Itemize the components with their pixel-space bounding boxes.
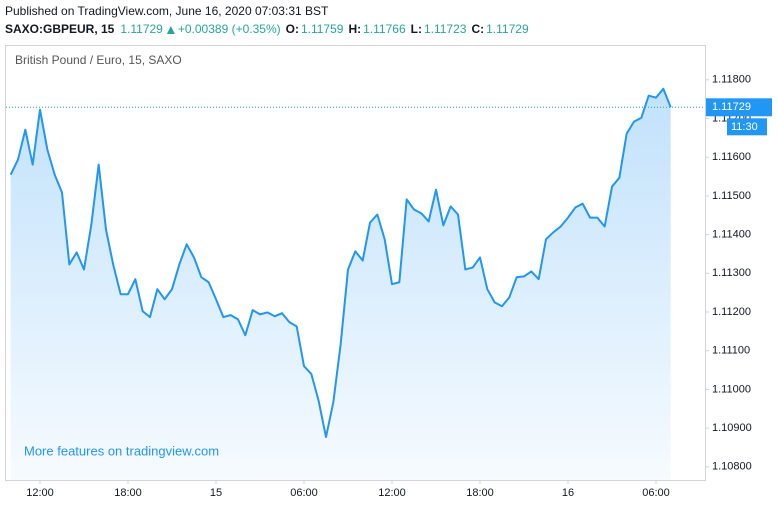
y-tick-label: 1.11500 [712, 190, 751, 202]
symbol-line: SAXO:GBPEUR, 15 1.11729 +0.00389 (+0.35%) O… [5, 22, 529, 36]
ohlc-value: 1.11766 [363, 22, 406, 36]
pane-border [5, 45, 706, 481]
x-tick-label: 15 [210, 487, 222, 499]
x-tick-label: 16 [562, 487, 574, 499]
x-tick-label: 06:00 [290, 487, 318, 499]
published-note: Published on TradingView.com, June 16, 2… [5, 4, 329, 18]
x-tick-label: 12:00 [26, 487, 54, 499]
y-tick-label: 1.11300 [712, 267, 751, 279]
change: +0.00389 (+0.35%) [178, 22, 281, 36]
y-tick-label: 1.10800 [712, 461, 752, 473]
y-tick-label: 1.11400 [712, 229, 751, 241]
x-tick-label: 06:00 [642, 487, 670, 499]
last-price-badge [706, 98, 772, 117]
ohlc-label: C: [471, 22, 484, 36]
y-tick-label: 1.11200 [712, 306, 751, 318]
ohlc-value: 1.11729 [486, 22, 529, 36]
last-price-label: 1.11729 [712, 101, 751, 113]
countdown-badge [727, 118, 767, 136]
watermark-link[interactable]: More features on tradingview.com [24, 443, 219, 458]
up-arrow [166, 26, 175, 34]
y-tick-label: 1.11800 [712, 74, 751, 86]
area-fill [10, 88, 671, 480]
chart-title: British Pound / Euro, 15, SAXO [15, 53, 182, 67]
y-tick-label: 1.11000 [712, 383, 751, 395]
x-tick-label: 12:00 [378, 487, 406, 499]
ohlc-label: H: [348, 22, 361, 36]
ohlc-label: L: [411, 22, 422, 36]
y-tick-label: 1.10900 [712, 422, 752, 434]
last-price: 1.11729 [120, 22, 163, 36]
y-tick-label: 1.11600 [712, 151, 751, 163]
ohlc-value: 1.11723 [424, 22, 467, 36]
x-tick-label: 18:00 [466, 487, 494, 499]
price-line [9, 87, 672, 439]
countdown: 11:30 [731, 121, 758, 133]
y-tick-label: 1.11100 [712, 345, 750, 357]
ohlc-value: 1.11759 [301, 22, 344, 36]
x-tick-label: 18:00 [114, 487, 142, 499]
symbol: SAXO:GBPEUR, 15 [5, 22, 115, 36]
ohlc-label: O: [286, 22, 299, 36]
plot-area [9, 87, 672, 480]
